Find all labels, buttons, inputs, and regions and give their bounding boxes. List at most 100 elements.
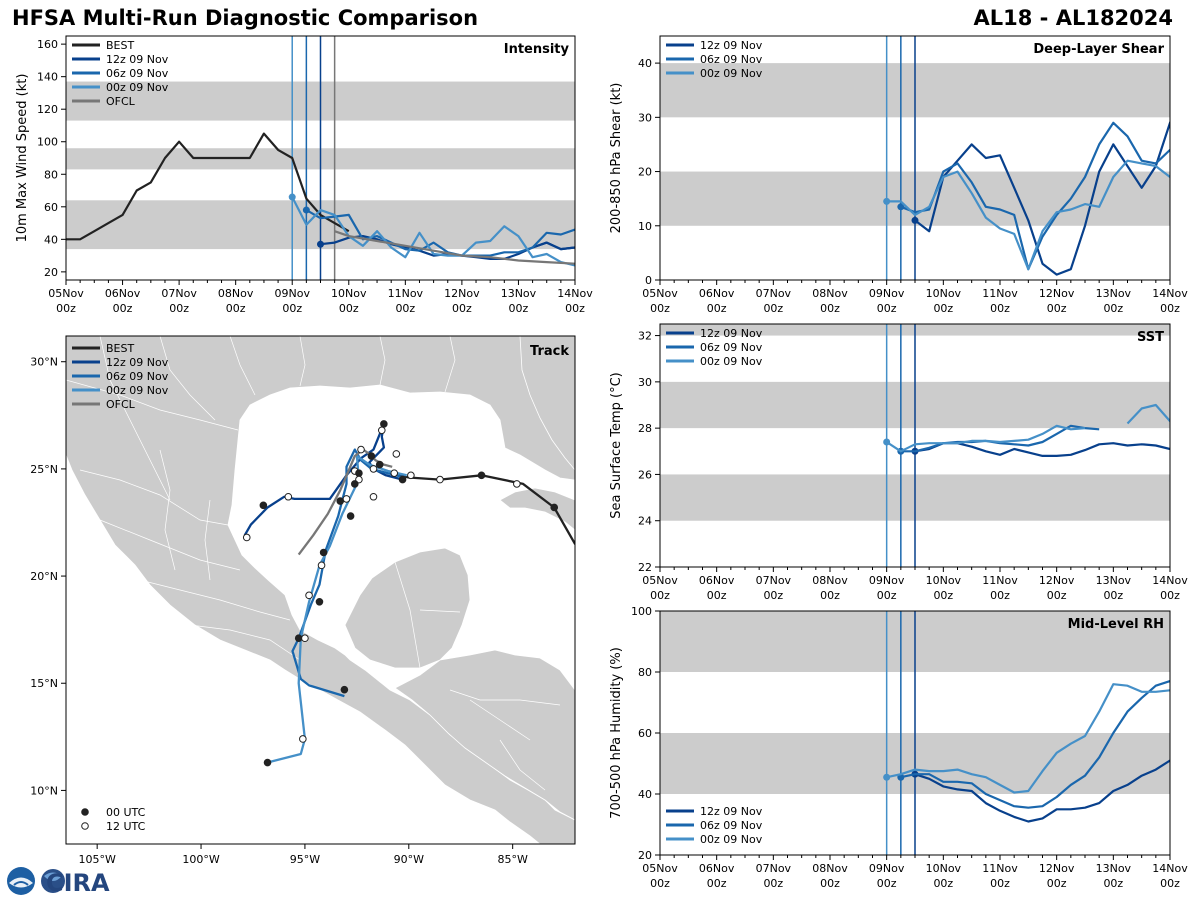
shear-series	[883, 120, 1170, 276]
track-legend-label: OFCL	[106, 398, 136, 411]
land-cuba	[499, 487, 575, 531]
track-line	[291, 448, 405, 698]
rh-xtick-label: 05Nov	[642, 862, 678, 875]
track-marker-legend-label: 12 UTC	[106, 820, 146, 833]
shear-xtick-sublabel: 00z	[763, 302, 783, 315]
track-frame	[65, 335, 576, 845]
shear-ylabel: 200-850 hPa Shear (kt)	[609, 83, 624, 234]
rh-series-line	[914, 759, 1170, 823]
track-point-12utc	[284, 492, 293, 501]
intensity-xtick-sublabel: 00z	[509, 302, 529, 315]
intensity-xtick-label: 05Nov	[48, 287, 84, 300]
track-ytick-label: 20°N	[30, 570, 58, 583]
sst-ytick-label: 32	[638, 330, 652, 343]
track-point-00utc	[315, 597, 324, 606]
track-marker-legend-swatch	[81, 822, 89, 830]
shear-legend-label: 12z 09 Nov	[700, 39, 763, 52]
axes-layer: 05Nov 00z 06Nov 00z 07Nov 00z 08Nov 00z 09Nov 00z…	[15, 35, 1188, 890]
intensity-legend-label: BEST	[106, 39, 134, 52]
intensity-series	[66, 132, 575, 267]
rh-xtick-sublabel: 00z	[1047, 877, 1067, 890]
track-point-12utc	[407, 471, 415, 480]
page-title: HFSA Multi-Run Diagnostic Comparison	[12, 6, 479, 30]
intensity-ytick-label: 120	[37, 103, 58, 116]
intensity-xtick-sublabel: 00z	[452, 302, 472, 315]
shear-series-line	[900, 121, 1170, 271]
intensity-ytick-label: 20	[44, 266, 58, 279]
rh-ytick-label: 40	[638, 788, 652, 801]
intensity-xtick-sublabel: 00z	[226, 302, 246, 315]
sst-xtick-label: 13Nov	[1096, 574, 1132, 587]
track-point-00utc	[367, 452, 376, 460]
shear-ytick-label: 30	[638, 111, 652, 124]
rh-xtick-label: 13Nov	[1096, 862, 1132, 875]
track-marker-legend-label: 00 UTC	[106, 806, 146, 819]
track-ytick-label: 15°N	[30, 677, 58, 690]
sst-ytick-label: 24	[638, 515, 652, 528]
track-point-12utc	[317, 561, 326, 570]
shear-legend-label: 00z 09 Nov	[700, 67, 763, 80]
shear-xtick-label: 12Nov	[1039, 287, 1075, 300]
shear-xtick-label: 08Nov	[812, 287, 848, 300]
track-point-12utc	[299, 735, 307, 743]
intensity-legend-label: 06z 09 Nov	[106, 67, 169, 80]
sst-xtick-sublabel: 00z	[990, 589, 1010, 602]
sst-legend-label: 12z 09 Nov	[700, 327, 763, 340]
intensity-xtick-sublabel: 00z	[282, 302, 302, 315]
track-point-12utc	[342, 495, 351, 503]
track-point-12utc	[513, 480, 521, 488]
track-point-00utc	[350, 480, 359, 488]
rh-xtick-label: 14Nov	[1152, 862, 1188, 875]
land-central-america	[394, 649, 575, 821]
rh-xtick-sublabel: 00z	[763, 877, 783, 890]
rh-xtick-label: 12Nov	[1039, 862, 1075, 875]
cira-logo: CIRA	[7, 867, 110, 896]
track-map	[66, 336, 575, 844]
intensity-xtick-label: 09Nov	[274, 287, 310, 300]
track-line	[398, 474, 575, 546]
track-ytick-label: 25°N	[30, 463, 58, 476]
land-florida	[519, 336, 575, 471]
track-xtick-label: 85°W	[497, 853, 527, 866]
rh-ytick-label: 20	[638, 849, 652, 862]
intensity-ytick-label: 60	[44, 201, 58, 214]
sst-series-line	[1126, 403, 1170, 425]
rh-xtick-sublabel: 00z	[1160, 877, 1180, 890]
rh-xtick-label: 09Nov	[869, 862, 905, 875]
sst-xtick-sublabel: 00z	[933, 589, 953, 602]
sst-xtick-sublabel: 00z	[1047, 589, 1067, 602]
sst-xtick-sublabel: 00z	[707, 589, 727, 602]
track-point-12utc	[436, 475, 444, 484]
shear-xtick-sublabel: 00z	[933, 302, 953, 315]
rh-xtick-sublabel: 00z	[1103, 877, 1123, 890]
sst-ytick-label: 30	[638, 376, 652, 389]
sst-xtick-label: 14Nov	[1152, 574, 1188, 587]
sst-ytick-label: 26	[638, 468, 652, 481]
sst-xtick-label: 08Nov	[812, 574, 848, 587]
rh-ytick-label: 100	[631, 605, 652, 618]
shear-xtick-sublabel: 00z	[820, 302, 840, 315]
shear-legend-label: 06z 09 Nov	[700, 53, 763, 66]
sst-ytick-label: 22	[638, 561, 652, 574]
track-xtick-label: 95°W	[290, 853, 320, 866]
sst-xtick-label: 11Nov	[982, 574, 1018, 587]
rh-xtick-sublabel: 00z	[990, 877, 1010, 890]
track-point-00utc	[346, 512, 355, 520]
sst-title: SST	[1137, 330, 1164, 345]
track-point-12utc	[301, 634, 309, 643]
shear-ytick-label: 0	[645, 274, 652, 287]
track-legend-label: 12z 09 Nov	[106, 356, 169, 369]
sst-series	[883, 403, 1170, 457]
rh-ylabel: 700-500 hPa Humidity (%)	[609, 647, 624, 819]
rh-legend-label: 12z 09 Nov	[700, 805, 763, 818]
shear-init-marker	[911, 216, 919, 224]
track-point-00utc	[398, 475, 407, 484]
intensity-xtick-sublabel: 00z	[395, 302, 415, 315]
shear-xtick-label: 11Nov	[982, 287, 1018, 300]
intensity-xtick-sublabel: 00z	[339, 302, 359, 315]
rh-xtick-label: 11Nov	[982, 862, 1018, 875]
intensity-series-line	[532, 241, 575, 251]
sst-xtick-sublabel: 00z	[650, 589, 670, 602]
track-xtick-label: 100°W	[182, 853, 219, 866]
